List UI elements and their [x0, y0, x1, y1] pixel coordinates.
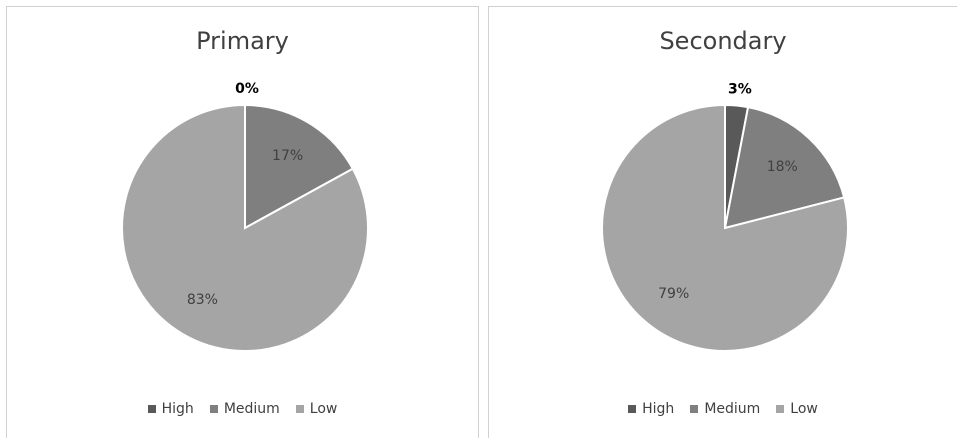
- pie-slice-low: [601, 103, 849, 352]
- legend-item-low: Low: [776, 401, 818, 417]
- slice-label-low: 79%: [658, 286, 689, 302]
- legend-label-medium: Medium: [704, 401, 761, 417]
- chart-panel-primary: Primary 0% 17% 83% High Medium Low: [6, 6, 479, 438]
- legend-item-medium: Medium: [690, 401, 760, 417]
- legend-label-low: Low: [309, 401, 338, 417]
- legend-item-high: High: [628, 401, 674, 417]
- legend-swatch-medium: [690, 405, 699, 413]
- chart-title: Primary: [196, 27, 289, 55]
- legend-label-low: Low: [790, 401, 818, 417]
- chart-panel-secondary: Secondary 3% 18% 79% High Medium Low: [488, 6, 957, 438]
- pie-slice-medium: [723, 106, 846, 230]
- chart-title: Secondary: [659, 27, 787, 55]
- legend-swatch-low: [295, 405, 304, 413]
- pie-slice-medium: [244, 103, 355, 230]
- legend-label-high: High: [161, 401, 194, 417]
- legend: High Medium Low: [7, 401, 478, 417]
- pie-chart-secondary: 3% 18% 79%: [601, 82, 849, 352]
- pie-chart-primary: 0% 17% 83%: [121, 81, 369, 352]
- legend-swatch-high: [147, 405, 156, 413]
- legend-item-high: High: [147, 401, 194, 417]
- pie-slice-low: [121, 103, 369, 352]
- slice-label-low: 83%: [187, 292, 218, 308]
- legend-label-medium: Medium: [223, 401, 280, 417]
- legend-swatch-high: [628, 405, 637, 413]
- slice-label-high: 0%: [235, 81, 259, 97]
- slice-label-high: 3%: [728, 82, 752, 98]
- legend-swatch-low: [776, 405, 785, 413]
- legend: High Medium Low: [489, 401, 957, 417]
- slice-label-medium: 17%: [272, 148, 303, 164]
- slice-label-medium: 18%: [767, 159, 798, 175]
- legend-label-high: High: [642, 401, 675, 417]
- legend-item-medium: Medium: [209, 401, 280, 417]
- legend-swatch-medium: [209, 405, 218, 413]
- legend-item-low: Low: [295, 401, 338, 417]
